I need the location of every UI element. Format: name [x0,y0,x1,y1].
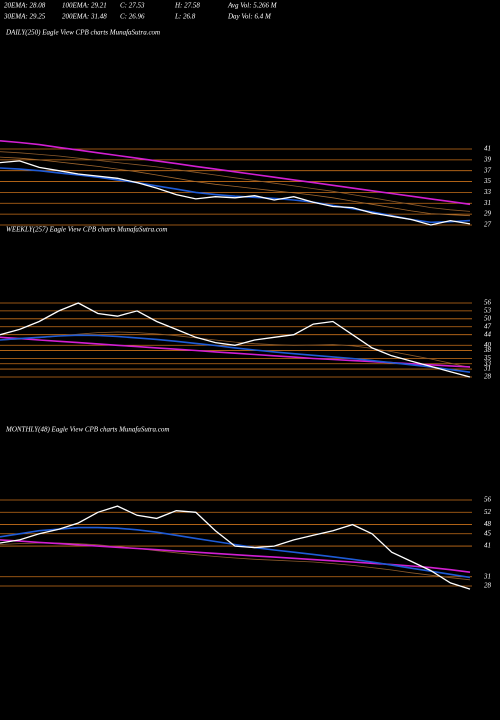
y-tick-label: 52 [484,508,492,516]
y-tick-label: 27 [484,221,492,229]
header-stat: 100EMA: 29.21 [62,2,107,10]
y-tick-label: 44 [484,330,492,338]
y-tick-label: 45 [484,529,492,537]
y-tick-label: 39 [483,155,492,163]
header-stat: C: 27.53 [120,2,145,10]
y-tick-label: 31 [483,199,491,207]
price-line [0,331,471,368]
header-stat: 20EMA: 28.08 [4,2,46,10]
y-tick-label: 41 [484,145,491,153]
y-tick-label: 28 [484,582,492,590]
y-tick-label: 40 [484,341,492,349]
panel-title: DAILY(250) Eagle View CPB charts MunafaS… [5,29,160,37]
y-tick-label: 53 [484,307,492,315]
price-line [0,151,471,212]
header-stat: H: 27.58 [174,2,200,10]
header-stat: 200EMA: 31.48 [62,13,107,21]
y-tick-label: 35 [483,354,492,362]
price-line [0,140,471,206]
panel-title: WEEKLY(257) Eagle View CPB charts Munafa… [6,226,168,234]
y-tick-label: 38 [483,346,492,354]
header-stat: Day Vol: 6.4 M [227,13,272,21]
price-line [0,505,471,590]
y-tick-label: 31 [483,572,491,580]
price-line [0,542,471,581]
y-tick-label: 33 [483,359,492,367]
panel-title: MONTHLY(48) Eagle View CPB charts Munafa… [5,426,169,434]
price-line [0,160,471,226]
y-tick-label: 28 [484,373,492,381]
y-tick-label: 47 [484,322,492,330]
header: 20EMA: 28.08 100EMA: 29.21 C: 27.53 H: 2… [3,2,278,21]
y-tick-label: 50 [484,314,492,322]
y-tick-label: 33 [483,188,492,196]
price-line [0,302,471,378]
header-stat: L: 26.8 [174,13,196,21]
price-line [0,334,471,373]
price-line [0,526,471,579]
y-tick-label: 56 [484,496,492,504]
y-tick-label: 48 [484,520,492,528]
header-stat: 30EMA: 29.25 [3,13,46,21]
y-tick-label: 37 [483,166,492,174]
y-tick-label: 41 [484,542,491,550]
price-line [0,156,471,217]
header-stat: C: 26.96 [120,13,145,21]
y-tick-label: 29 [484,210,492,218]
header-stat: Avg Vol: 5.266 M [227,2,278,10]
y-tick-label: 31 [483,365,491,373]
y-tick-label: 35 [483,177,492,185]
y-tick-label: 56 [484,299,492,307]
